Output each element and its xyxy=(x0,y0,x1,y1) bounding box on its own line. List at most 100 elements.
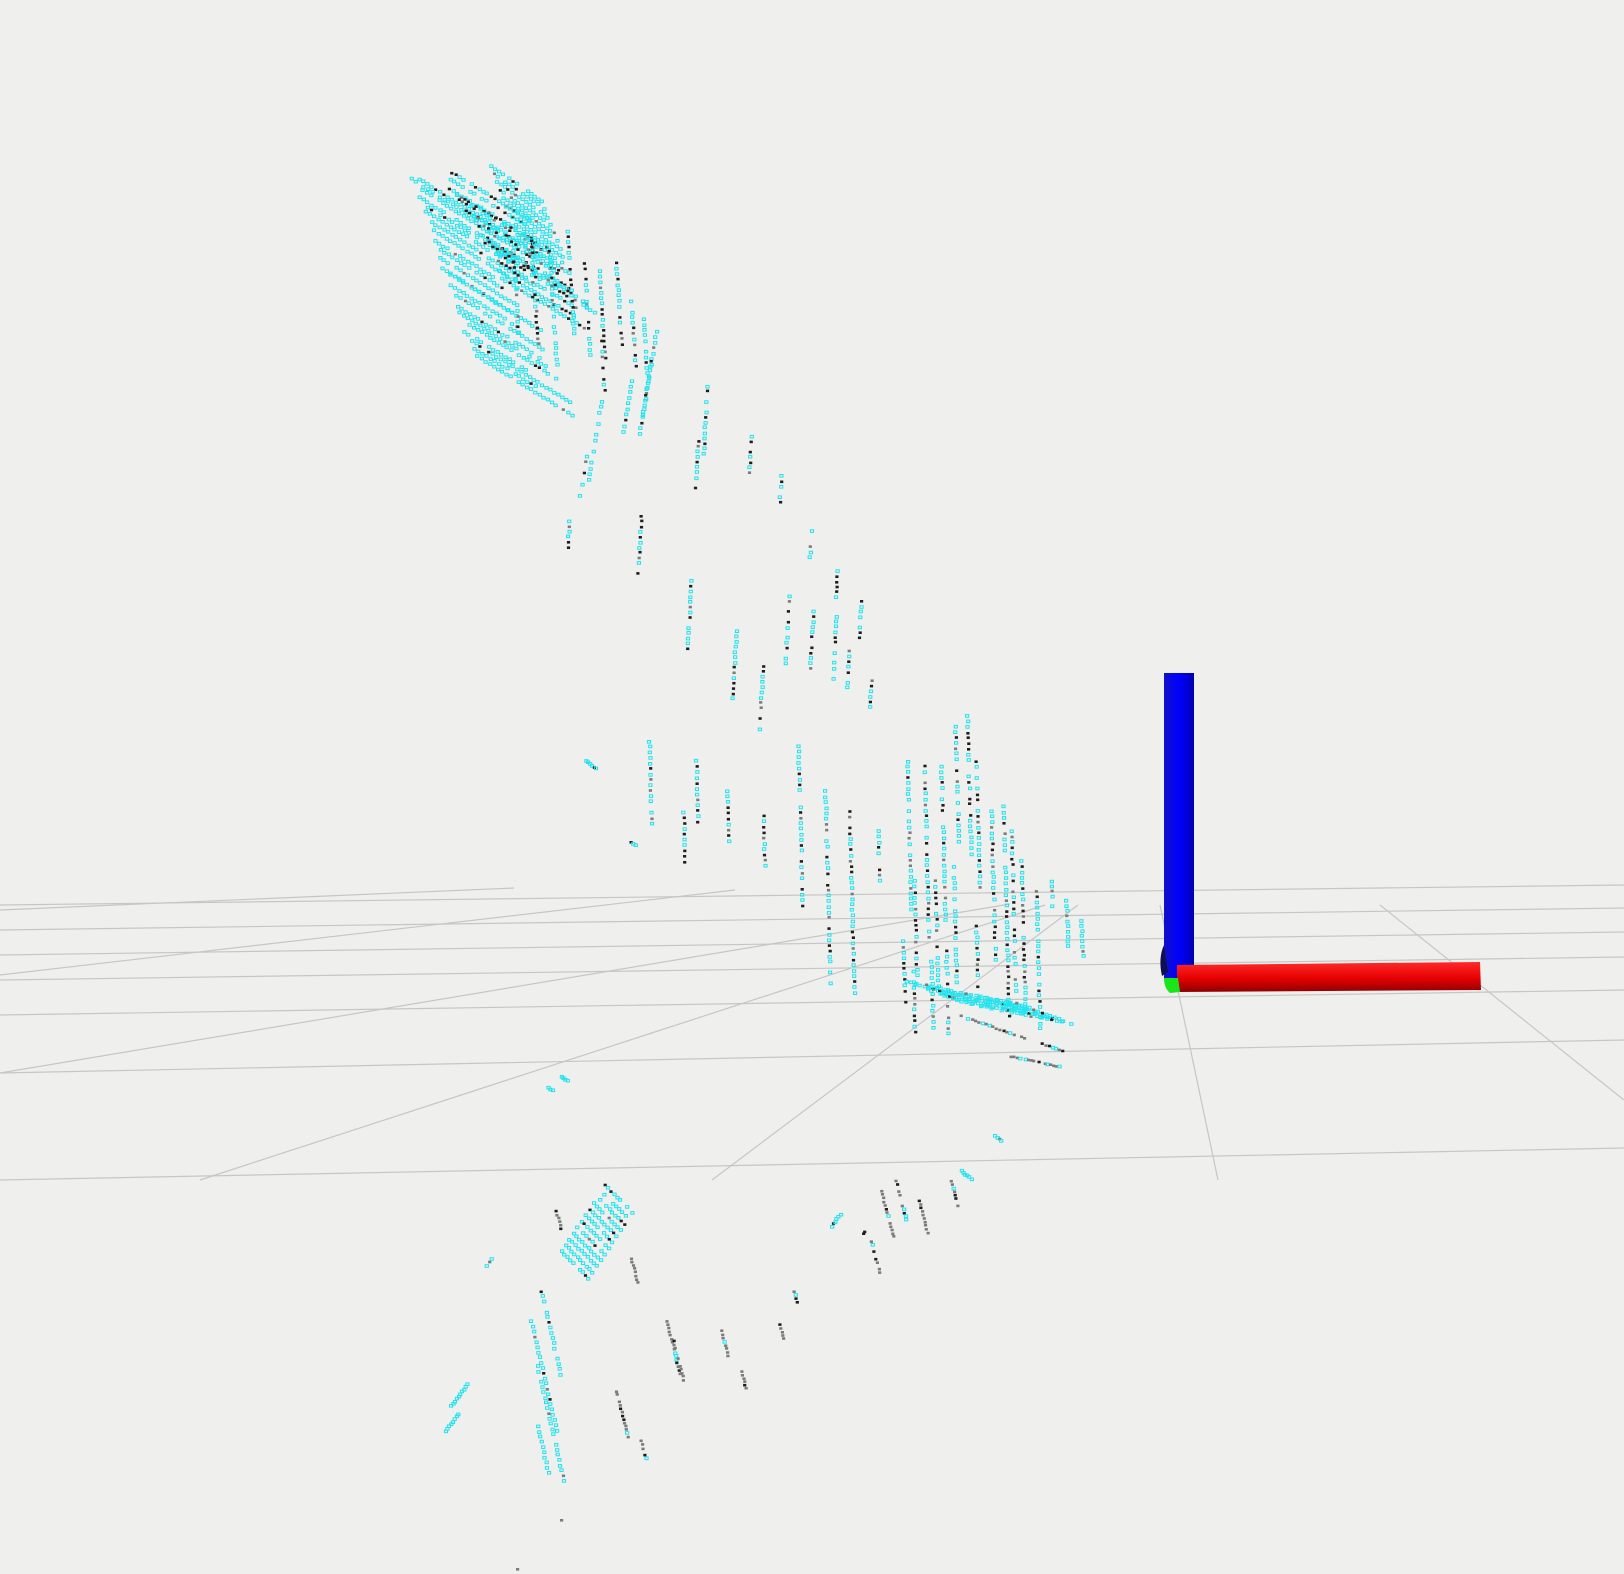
cloud-point xyxy=(932,986,937,991)
cloud-point xyxy=(487,345,492,349)
cloud-point xyxy=(974,941,980,945)
cloud-point xyxy=(437,198,442,202)
cloud-point xyxy=(929,989,934,993)
cloud-point xyxy=(537,356,542,360)
cloud-point xyxy=(740,1374,744,1377)
cloud-point xyxy=(588,353,593,357)
cloud-point xyxy=(535,380,540,384)
cloud-point xyxy=(503,204,509,209)
cloud-point xyxy=(450,255,455,260)
cloud-point xyxy=(949,989,954,993)
cloud-point xyxy=(633,354,637,357)
cloud-point xyxy=(470,318,475,323)
cloud-point xyxy=(555,272,559,275)
cloud-point xyxy=(567,271,572,275)
cloud-point xyxy=(548,263,553,268)
cloud-point xyxy=(749,461,753,465)
coordinate-frame[interactable] xyxy=(1160,673,1481,993)
cloud-point xyxy=(1022,1004,1027,1009)
cloud-point xyxy=(646,740,652,744)
cloud-point xyxy=(597,274,603,279)
cloud-point xyxy=(636,1281,640,1284)
cloud-point xyxy=(796,761,801,765)
cloud-point xyxy=(413,179,418,184)
cloud-point xyxy=(648,799,653,804)
cloud-point xyxy=(637,432,643,436)
cloud-point xyxy=(499,223,505,227)
cloud-point xyxy=(518,316,523,320)
cloud-point xyxy=(550,307,555,311)
cloud-point xyxy=(457,278,462,282)
cloud-point xyxy=(584,299,589,304)
cloud-point xyxy=(978,874,983,879)
cloud-point xyxy=(721,1333,725,1337)
cloud-point xyxy=(643,339,648,344)
cloud-point xyxy=(702,446,707,451)
cloud-point xyxy=(810,646,814,650)
cloud-point xyxy=(779,474,784,478)
cloud-point xyxy=(913,1003,917,1006)
cloud-point xyxy=(484,1264,489,1268)
cloud-point xyxy=(544,1400,549,1405)
cloud-point xyxy=(464,282,469,287)
cloud-point xyxy=(449,1404,454,1408)
cloud-point xyxy=(914,924,918,927)
cloud-point xyxy=(565,1078,570,1083)
cloud-point xyxy=(930,1009,935,1013)
cloud-point xyxy=(953,953,958,957)
cloud-point xyxy=(639,515,643,518)
cloud-point xyxy=(760,685,765,689)
cloud-point xyxy=(1021,921,1025,924)
cloud-point xyxy=(566,541,571,544)
cloud-point xyxy=(533,384,538,388)
cloud-point xyxy=(501,343,506,347)
cloud-point xyxy=(491,245,495,249)
cloud-point xyxy=(724,1344,728,1347)
cloud-point xyxy=(537,366,541,369)
cloud-point xyxy=(848,842,853,846)
cloud-point xyxy=(542,368,547,373)
cloud-point xyxy=(648,364,653,369)
cloud-point xyxy=(520,289,524,292)
cloud-point xyxy=(731,692,735,696)
cloud-point xyxy=(482,210,486,213)
grid-line xyxy=(0,931,1624,956)
cloud-point xyxy=(585,1255,590,1259)
cloud-point xyxy=(1065,939,1070,944)
cloud-point xyxy=(976,848,981,852)
cloud-point xyxy=(464,294,469,298)
cloud-point xyxy=(465,316,470,320)
cloud-point xyxy=(477,242,482,247)
cloud-point xyxy=(545,1315,550,1319)
cloud-point xyxy=(1012,951,1016,954)
cloud-point xyxy=(641,317,646,321)
cloud-point xyxy=(483,276,487,280)
cloud-point xyxy=(542,212,547,217)
cloud-point xyxy=(924,814,929,817)
cloud-point xyxy=(545,216,550,220)
cloud-point xyxy=(573,294,578,299)
cloud-point xyxy=(516,374,521,378)
cloud-point xyxy=(1079,919,1084,923)
cloud-point xyxy=(546,278,550,282)
cloud-point xyxy=(549,1407,554,1412)
cloud-point xyxy=(602,345,607,349)
cloud-point xyxy=(1036,993,1042,998)
cloud-point xyxy=(573,1243,578,1247)
cloud-point xyxy=(557,1458,562,1462)
cloud-point xyxy=(467,211,472,215)
cloud-point xyxy=(592,1222,597,1226)
cloud-point xyxy=(645,371,650,375)
cloud-point xyxy=(618,1404,622,1407)
cloud-point xyxy=(538,1434,543,1439)
cloud-point xyxy=(511,249,516,253)
cloud-point xyxy=(852,969,857,973)
cloud-point xyxy=(835,569,840,573)
cloud-point xyxy=(696,820,700,824)
ground-grid xyxy=(0,884,1624,1181)
cloud-point xyxy=(980,1021,986,1026)
cloud-point xyxy=(912,1014,916,1018)
cloud-point xyxy=(549,287,555,291)
